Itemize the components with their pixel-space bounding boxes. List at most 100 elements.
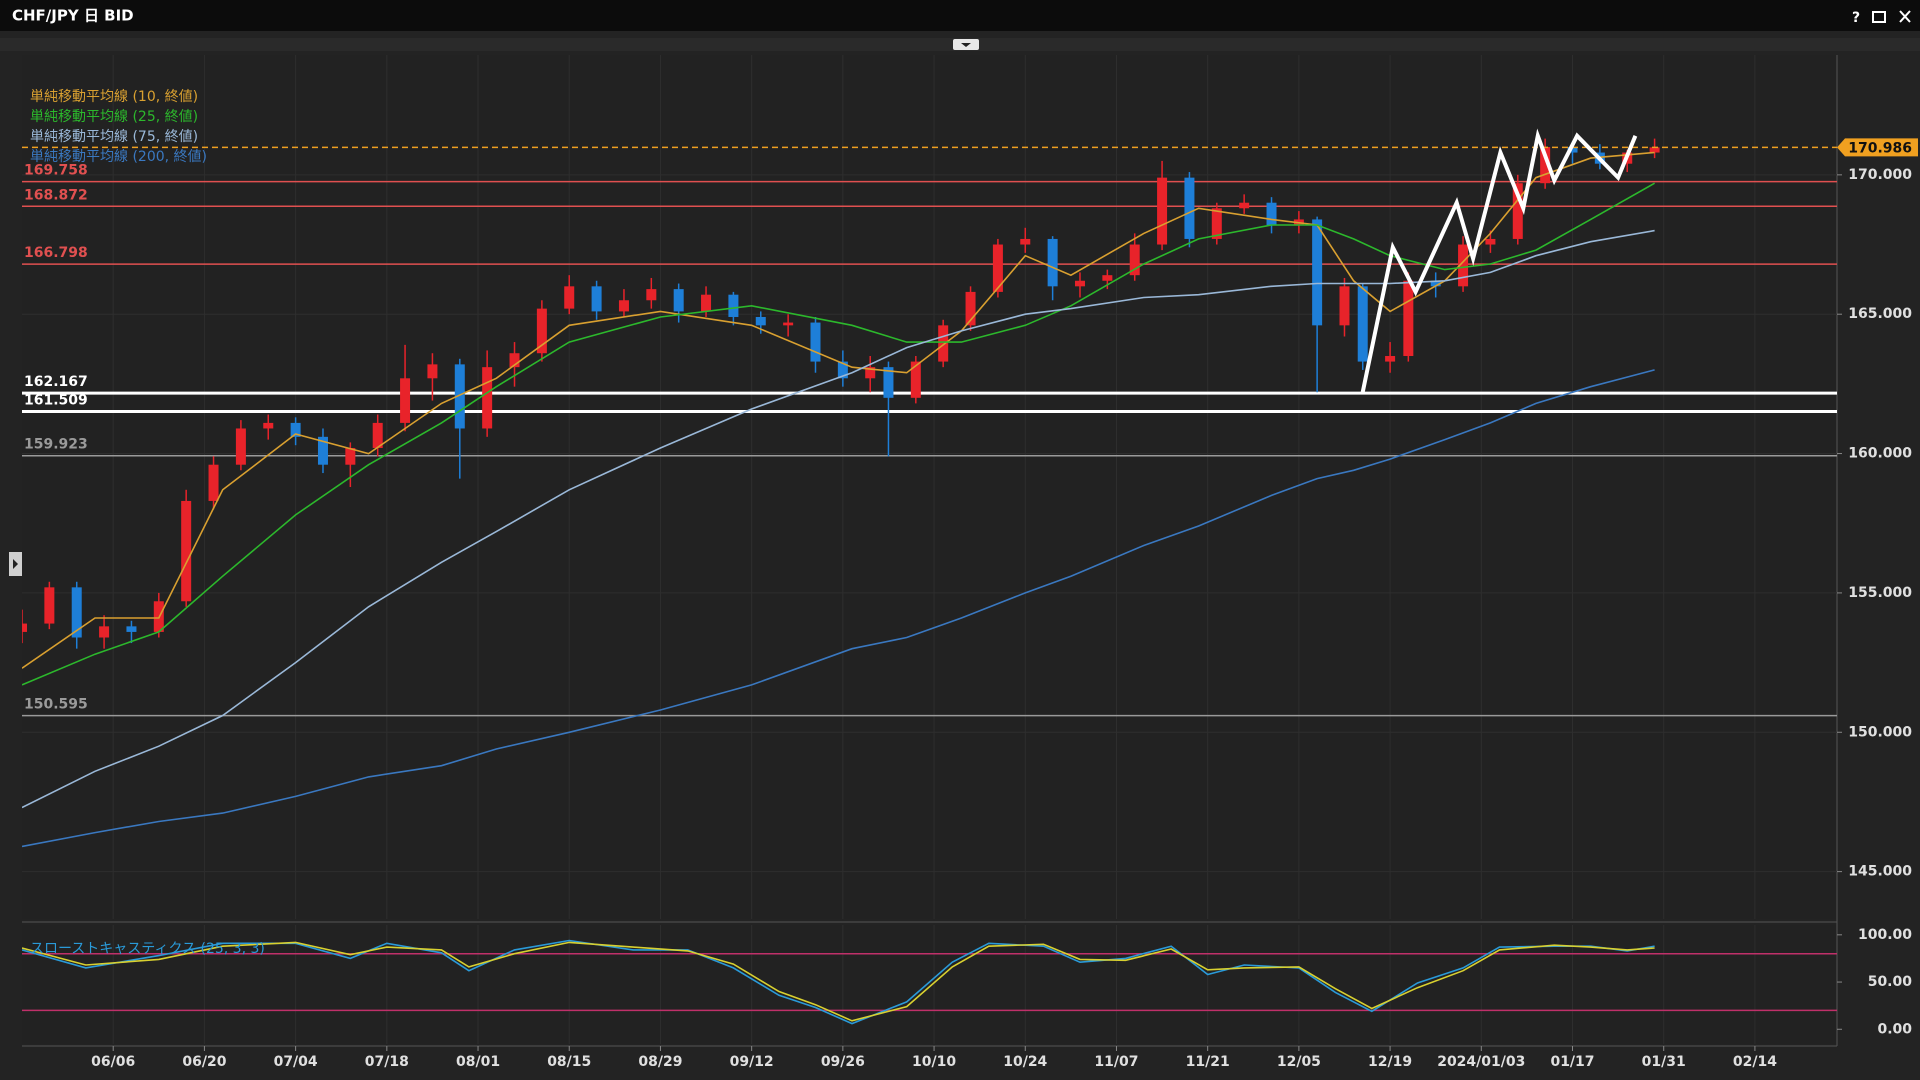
side-panel-arrow [13, 559, 18, 569]
current-price-tag [1837, 138, 1918, 157]
moving-average-line [22, 369, 1655, 848]
stoch-line [22, 939, 1655, 1025]
price-level-label: 159.923 [24, 437, 88, 453]
candle-body [910, 361, 921, 398]
price-plot [22, 128, 1837, 848]
y-tick-label: 165.000 [1848, 306, 1912, 322]
price-level-label: 169.758 [24, 163, 88, 179]
y-tick-label: 155.000 [1848, 585, 1912, 601]
candle-body [1485, 238, 1496, 245]
stoch-y-tick-label: 0.00 [1877, 1021, 1912, 1037]
candle-body [235, 428, 246, 465]
candle-body [1403, 280, 1414, 357]
close-button[interactable] [1899, 10, 1911, 23]
x-tick-label: 08/01 [456, 1054, 500, 1070]
x-tick-label: 10/10 [912, 1054, 956, 1070]
moving-average-line [22, 229, 1655, 809]
candle-body [591, 286, 602, 312]
x-tick-label: 09/26 [821, 1054, 865, 1070]
candle-body [1312, 219, 1323, 326]
candle-body [44, 587, 55, 624]
price-level-label: 161.509 [24, 392, 88, 408]
candle-body [1102, 275, 1113, 281]
candle-body [837, 361, 848, 379]
candle-body [400, 378, 411, 423]
candle-body [865, 367, 876, 379]
x-tick-label: 11/21 [1186, 1054, 1230, 1070]
candle-body [509, 353, 520, 368]
stoch-line [22, 941, 1655, 1022]
price-level-label: 168.872 [24, 187, 88, 203]
candle-body [372, 422, 383, 448]
candle-body [1649, 147, 1660, 153]
help-button[interactable]: ? [1852, 10, 1860, 26]
price-level-label: 162.167 [24, 374, 88, 390]
y-tick-label: 160.000 [1848, 446, 1912, 462]
x-tick-label: 12/05 [1277, 1054, 1321, 1070]
candle-body [618, 300, 629, 312]
y-tick-label: 145.000 [1848, 864, 1912, 880]
stoch-y-tick-label: 100.00 [1858, 927, 1912, 943]
plot-area [22, 55, 1837, 919]
candle-body [965, 291, 976, 326]
x-tick-label: 01/31 [1642, 1054, 1686, 1070]
candle-body [126, 626, 137, 632]
candle-body [728, 294, 739, 317]
x-tick-label: 09/12 [730, 1054, 774, 1070]
candle-body [263, 422, 274, 429]
candle-body [1357, 286, 1368, 362]
candle-body [938, 325, 949, 362]
x-tick-label: 06/06 [91, 1054, 135, 1070]
candle-body [1458, 244, 1469, 287]
price-level-label: 166.798 [24, 245, 88, 261]
candle-body [1047, 238, 1058, 287]
candle-body [701, 294, 712, 312]
candle-body [317, 436, 328, 465]
legend-entry: 単純移動平均線 (10, 終値) [30, 89, 198, 105]
candle-body [427, 364, 438, 379]
candle-body [810, 322, 821, 362]
x-tick-label: 08/15 [547, 1054, 591, 1070]
stoch-y-tick-label: 50.00 [1868, 974, 1913, 990]
candle-body [482, 367, 493, 429]
candle-body [99, 626, 110, 638]
candle-body [992, 244, 1003, 292]
candle-body [1129, 244, 1140, 276]
y-tick-label: 170.000 [1848, 167, 1912, 183]
candle-body [181, 500, 192, 602]
candle-body [290, 422, 301, 437]
x-tick-label: 02/14 [1733, 1054, 1777, 1070]
y-tick-label: 150.000 [1848, 724, 1912, 740]
stochastic-area [22, 925, 1837, 1044]
x-tick-label: 08/29 [638, 1054, 682, 1070]
window-title: CHF/JPY 日 BID [12, 7, 134, 25]
candle-body [755, 316, 766, 326]
candle-body [783, 322, 794, 326]
x-tick-label: 2024/01/03 [1437, 1054, 1525, 1070]
candle-body [208, 464, 219, 501]
collapse-arrow [961, 43, 971, 47]
x-tick-label: 06/20 [182, 1054, 226, 1070]
candle-body [1567, 146, 1578, 153]
candle-body [646, 289, 657, 301]
labels: 06/06 06/20 07/04 07/18 08/01 08/15 08/29 09/12… [24, 89, 1918, 1070]
legend-entry: 単純移動平均線 (25, 終値) [30, 109, 198, 125]
x-tick-label: 01/17 [1550, 1054, 1594, 1070]
candle-body [345, 447, 356, 465]
maximize-button[interactable] [1872, 11, 1886, 23]
candle-body [1512, 183, 1523, 239]
candle-body [71, 587, 82, 638]
candle-body [1239, 202, 1250, 209]
candle-body [1339, 286, 1350, 326]
candle-body [1074, 280, 1085, 287]
price-level-label: 150.595 [24, 697, 88, 713]
candle-body [1184, 177, 1195, 239]
candle-body [1266, 202, 1277, 226]
x-tick-label: 12/19 [1368, 1054, 1412, 1070]
candle-body [1020, 238, 1031, 245]
candle-body [1211, 208, 1222, 239]
candle-body [1385, 356, 1396, 362]
current-price-label: 170.986 [1848, 140, 1912, 156]
